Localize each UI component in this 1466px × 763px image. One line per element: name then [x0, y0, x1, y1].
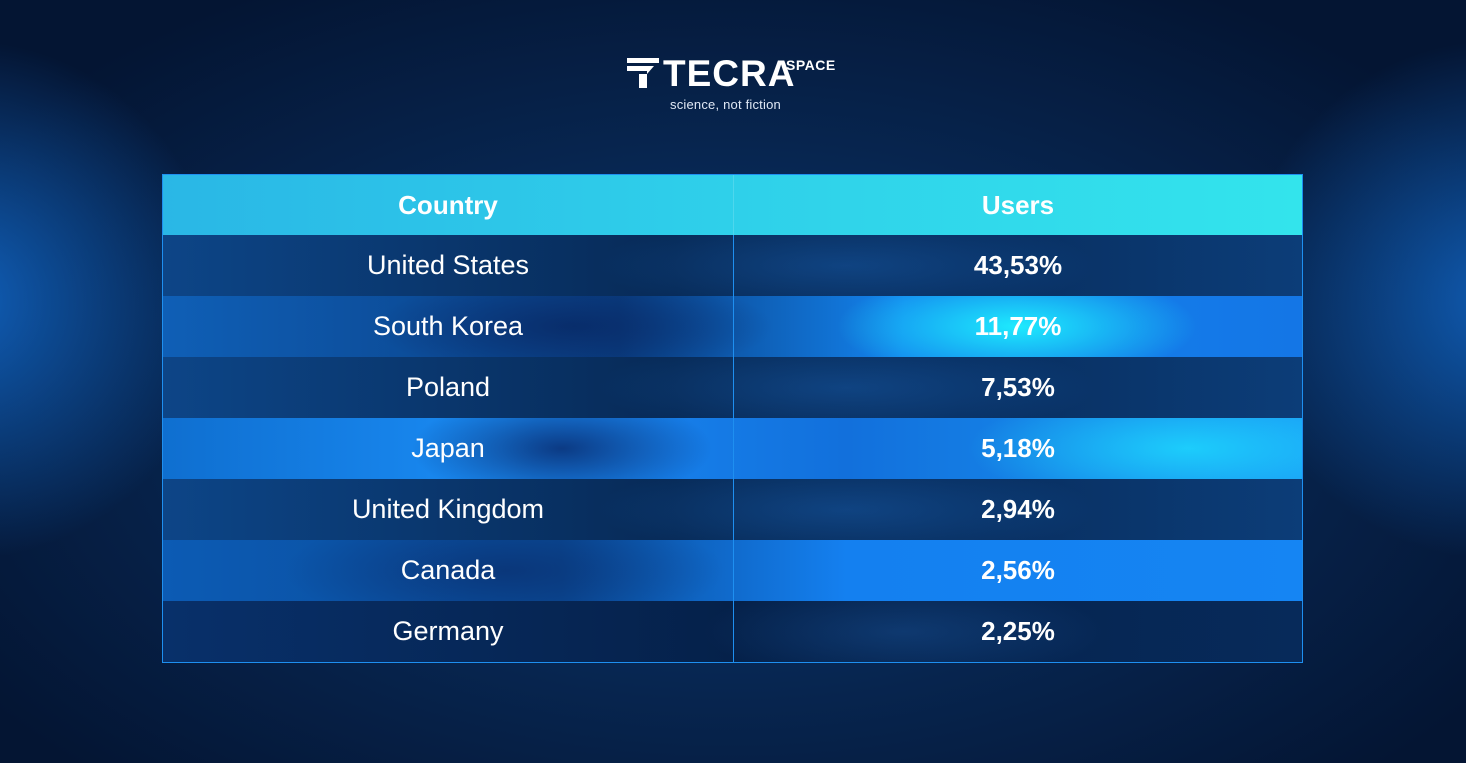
country-cell: United States	[163, 235, 734, 296]
users-by-country-table: Country Users United States 43,53% South…	[162, 174, 1303, 663]
users-cell: 2,94%	[981, 494, 1055, 524]
table-row: Canada 2,56%	[163, 540, 1302, 601]
users-cell: 11,77%	[974, 311, 1062, 341]
table-row: South Korea 11,77%	[163, 296, 1302, 357]
table-row: Japan 5,18%	[163, 418, 1302, 479]
country-cell: South Korea	[163, 296, 734, 357]
users-cell: 5,18%	[981, 433, 1055, 463]
brand-logo: TECRA SPACE science, not fiction	[627, 52, 847, 116]
table-header-row: Country Users	[163, 175, 1302, 235]
logo-superscript: SPACE	[786, 57, 836, 73]
tecra-t-logo-icon	[627, 58, 659, 88]
table-row: United States 43,53%	[163, 235, 1302, 296]
users-cell: 2,56%	[981, 555, 1055, 585]
users-cell: 43,53%	[973, 250, 1063, 280]
users-cell: 2,25%	[981, 616, 1055, 646]
country-cell: Germany	[163, 601, 734, 662]
table-row: United Kingdom 2,94%	[163, 479, 1302, 540]
country-cell: Canada	[163, 540, 734, 601]
logo-tagline: science, not fiction	[670, 97, 781, 112]
column-header-country: Country	[163, 175, 734, 235]
country-cell: Poland	[163, 357, 734, 418]
logo-wordmark: TECRA	[663, 53, 796, 94]
country-cell: United Kingdom	[163, 479, 734, 540]
table-row: Poland 7,53%	[163, 357, 1302, 418]
table-row: Germany 2,25%	[163, 601, 1302, 662]
users-cell: 7,53%	[981, 372, 1055, 402]
column-header-users: Users	[981, 189, 1055, 220]
country-cell: Japan	[163, 418, 734, 479]
